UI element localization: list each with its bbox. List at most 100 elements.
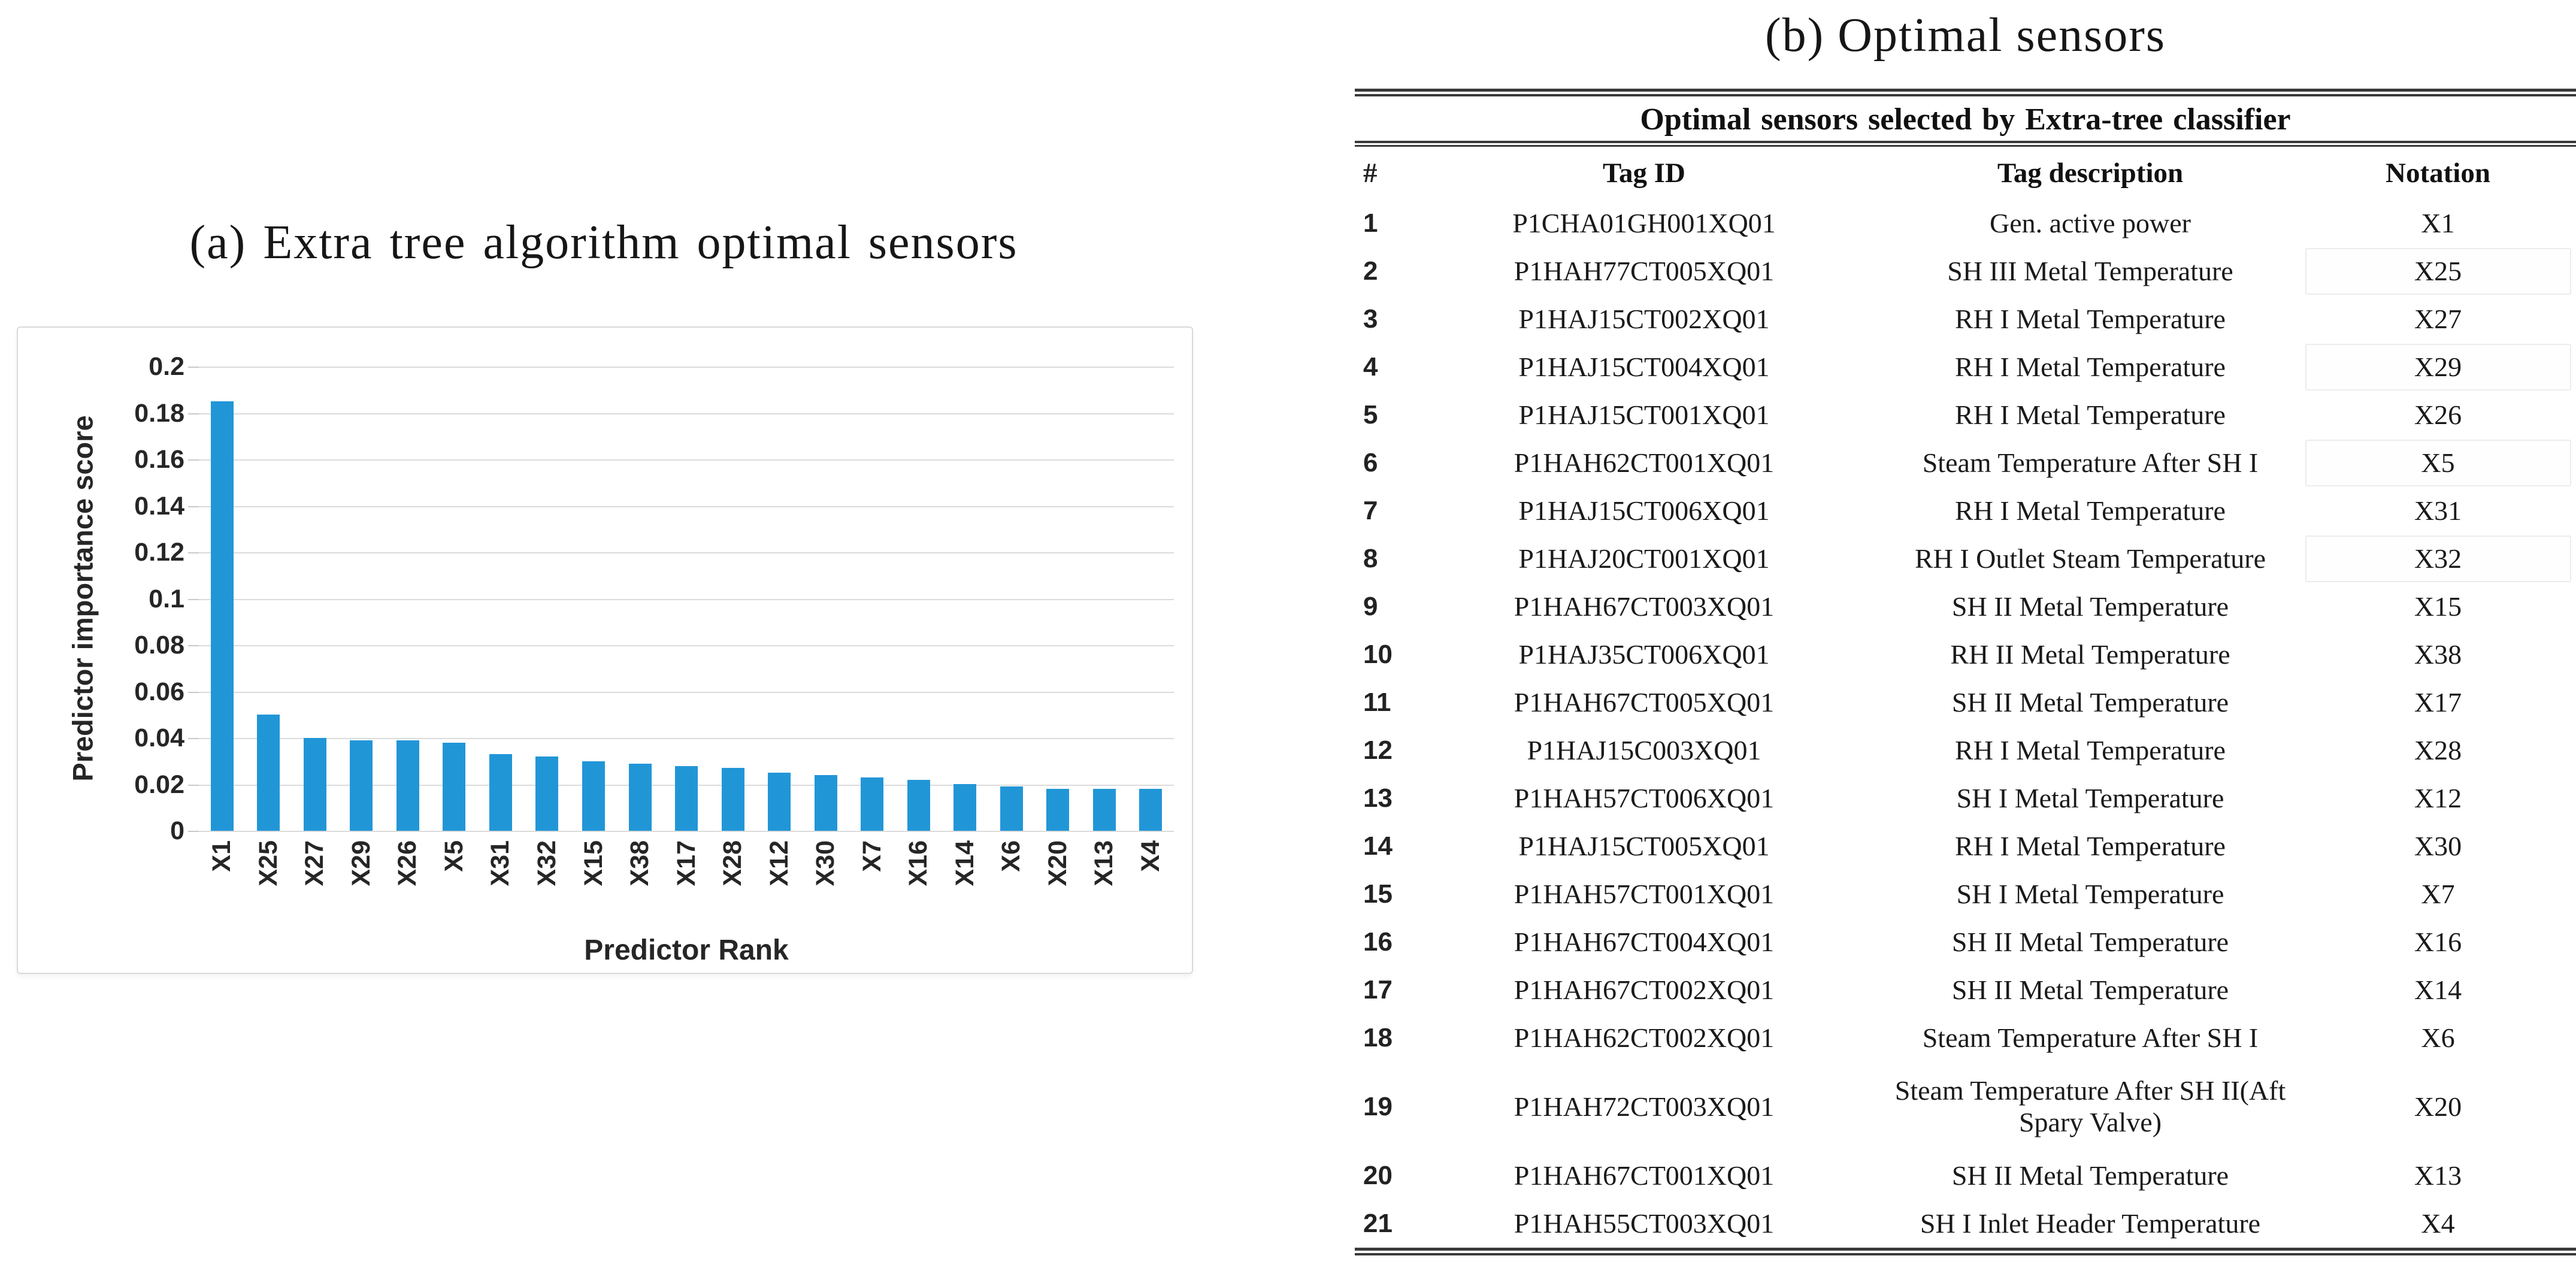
notation-box: X29 bbox=[2305, 344, 2571, 391]
table-row: 21 P1HAH55CT003XQ01 SH I Inlet Header Temp… bbox=[1355, 1200, 2576, 1248]
gridline bbox=[199, 738, 1174, 739]
tag-description-cell: SH I Inlet Header Temperature bbox=[1920, 1208, 2261, 1239]
x-tick-slot: X15 bbox=[570, 840, 617, 935]
notation-box: X5 bbox=[2305, 440, 2571, 486]
x-tick-slot: X29 bbox=[338, 840, 385, 935]
tag-description-cell: Steam Temperature After SH II(Aft Spary … bbox=[1894, 1075, 2286, 1137]
notation-box: X25 bbox=[2305, 248, 2571, 295]
table-row: 2 P1HAH77CT005XQ01 SH III Metal Temperatur… bbox=[1355, 247, 2576, 295]
notation-cell: X26 bbox=[2414, 399, 2462, 430]
gridline bbox=[199, 645, 1174, 646]
notation-cell: X16 bbox=[2414, 926, 2462, 957]
bar-slot bbox=[385, 740, 431, 831]
bar-X30 bbox=[814, 775, 837, 831]
bar-X27 bbox=[303, 738, 326, 831]
tag-id-cell: P1HAH67CT004XQ01 bbox=[1513, 926, 1775, 957]
notation-cell: X28 bbox=[2414, 734, 2462, 765]
y-tick-label: 0.06 bbox=[134, 677, 184, 706]
x-tick-slot: X4 bbox=[1128, 840, 1175, 935]
x-tick-slot: X30 bbox=[803, 840, 849, 935]
bars-group bbox=[199, 367, 1174, 831]
bar-slot bbox=[988, 786, 1035, 831]
tag-description-cell: Gen. active power bbox=[1990, 207, 2191, 238]
tag-id-cell: P1HAJ15CT005XQ01 bbox=[1518, 830, 1770, 861]
x-tick-label: X13 bbox=[1089, 840, 1119, 886]
y-tick-label: 0.14 bbox=[134, 492, 184, 521]
x-tick-slot: X1 bbox=[199, 840, 246, 935]
y-tick-label: 0.08 bbox=[134, 631, 184, 659]
y-tick-label: 0.04 bbox=[134, 724, 184, 752]
y-tick-label: 0.18 bbox=[134, 399, 184, 428]
table-header-row: # Tag ID Tag description Notation bbox=[1355, 147, 2576, 199]
table-row: 13 P1HAH57CT006XQ01 SH I Metal Temperature… bbox=[1355, 774, 2576, 822]
notation-cell: X12 bbox=[2414, 782, 2462, 813]
tag-description-cell: RH II Metal Temperature bbox=[1950, 639, 2230, 670]
x-tick-label: X20 bbox=[1043, 840, 1072, 886]
bar-X14 bbox=[953, 784, 977, 831]
bar-X6 bbox=[1000, 786, 1023, 831]
row-number-cell: 15 bbox=[1363, 879, 1393, 909]
tag-description-cell: SH II Metal Temperature bbox=[1951, 591, 2229, 622]
bar-X28 bbox=[721, 768, 744, 831]
x-tick-slot: X6 bbox=[988, 840, 1035, 935]
column-header: # bbox=[1363, 157, 1378, 189]
tag-id-cell: P1CHA01GH001XQ01 bbox=[1512, 207, 1776, 238]
y-tick-label: 0.1 bbox=[149, 585, 184, 613]
column-header: Tag description bbox=[1997, 157, 2184, 189]
table-row: 18 P1HAH62CT002XQ01 Steam Temperature Afte… bbox=[1355, 1014, 2576, 1062]
chart-title: (a) Extra tree algorithm optimal sensors bbox=[189, 216, 1018, 269]
bar-slot bbox=[524, 757, 571, 831]
row-number-cell: 16 bbox=[1363, 927, 1393, 957]
row-number-cell: 4 bbox=[1363, 352, 1378, 382]
row-number-cell: 2 bbox=[1363, 256, 1378, 286]
x-tick-slot: X25 bbox=[246, 840, 292, 935]
table-row: 8 P1HAJ20CT001XQ01 RH I Outlet Steam Tempe… bbox=[1355, 535, 2576, 583]
bar-X12 bbox=[768, 773, 791, 831]
row-number-cell: 8 bbox=[1363, 543, 1378, 573]
y-tick-mark bbox=[188, 831, 199, 832]
tag-description-cell: RH I Metal Temperature bbox=[1955, 303, 2226, 334]
row-number-cell: 13 bbox=[1363, 783, 1393, 813]
gridline bbox=[199, 367, 1174, 368]
x-tick-slot: X16 bbox=[895, 840, 942, 935]
bar-X32 bbox=[535, 757, 559, 831]
tag-id-cell: P1HAH55CT003XQ01 bbox=[1513, 1208, 1775, 1239]
y-tick-label: 0.16 bbox=[134, 445, 184, 474]
notation-cell: X14 bbox=[2414, 974, 2462, 1005]
x-tick-label: X25 bbox=[253, 840, 283, 886]
x-tick-slot: X27 bbox=[292, 840, 338, 935]
notation-cell: X25 bbox=[2300, 247, 2576, 295]
bar-slot bbox=[849, 777, 895, 831]
tag-description-cell: RH I Metal Temperature bbox=[1955, 830, 2226, 861]
row-number-cell: 18 bbox=[1363, 1022, 1393, 1052]
y-tick-mark bbox=[188, 552, 199, 553]
x-tick-label: X32 bbox=[532, 840, 561, 886]
x-tick-label: X27 bbox=[300, 840, 329, 886]
tag-description-cell: RH I Metal Temperature bbox=[1955, 734, 2226, 765]
table-row: 14 P1HAJ15CT005XQ01 RH I Metal Temperature… bbox=[1355, 822, 2576, 870]
bar-X15 bbox=[582, 761, 606, 831]
x-tick-label: X29 bbox=[346, 840, 376, 886]
tag-id-cell: P1HAJ15CT006XQ01 bbox=[1518, 495, 1770, 526]
row-number-cell: 21 bbox=[1363, 1208, 1393, 1238]
tag-id-cell: P1HAJ35CT006XQ01 bbox=[1518, 639, 1770, 670]
bar-X13 bbox=[1092, 789, 1116, 831]
gridline bbox=[199, 459, 1174, 461]
row-number-cell: 17 bbox=[1363, 975, 1393, 1004]
tag-id-cell: P1HAH72CT003XQ01 bbox=[1513, 1091, 1775, 1122]
tag-id-cell: P1HAJ15CT004XQ01 bbox=[1518, 351, 1770, 382]
table-title: (b) Optimal sensors bbox=[1764, 9, 2166, 62]
table-row: 12 P1HAJ15C003XQ01 RH I Metal Temperature X… bbox=[1355, 727, 2576, 774]
x-tick-label: X14 bbox=[950, 840, 979, 886]
row-number-cell: 3 bbox=[1363, 304, 1378, 334]
y-tick-mark bbox=[188, 738, 199, 739]
bar-X38 bbox=[628, 764, 652, 831]
chart-panel: Predictor importance score X1 X25 X27 X29 X2… bbox=[17, 326, 1193, 974]
x-tick-label: X12 bbox=[764, 840, 794, 886]
tag-description-cell: SH II Metal Temperature bbox=[1951, 974, 2229, 1005]
tag-id-cell: P1HAH57CT006XQ01 bbox=[1513, 782, 1775, 813]
bar-slot bbox=[756, 773, 803, 831]
row-number-cell: 6 bbox=[1363, 447, 1378, 477]
table-body: 1 P1CHA01GH001XQ01 Gen. active power X1 2 P1H… bbox=[1355, 199, 2576, 1248]
tag-id-cell: P1HAJ15CT002XQ01 bbox=[1518, 303, 1770, 334]
